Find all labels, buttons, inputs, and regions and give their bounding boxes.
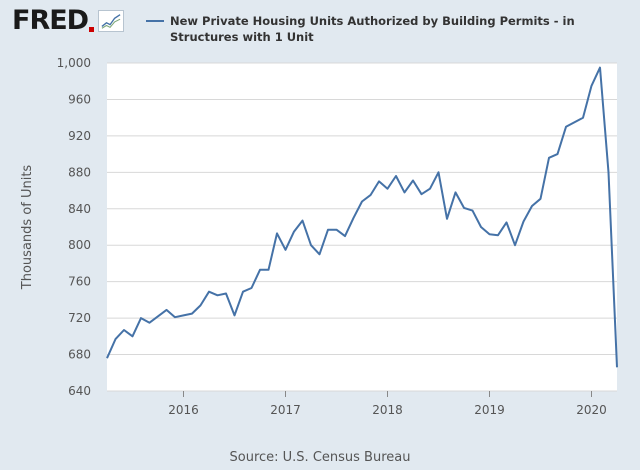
chart-header: FRED New Private Housing Units Authorize… [0,0,640,52]
series-line [106,66,618,368]
y-tick-label: 1,000 [57,56,91,70]
x-tick-label: 2016 [168,403,199,417]
y-tick-label: 920 [68,129,91,143]
y-tick-label: 800 [68,238,91,252]
x-tick-label: 2020 [576,403,607,417]
legend-swatch [146,20,164,22]
y-tick-label: 680 [68,348,91,362]
plot-area [107,63,617,391]
source-note: Source: U.S. Census Bureau [229,450,411,465]
y-tick-label: 880 [68,165,91,179]
chart-legend[interactable]: New Private Housing Units Authorized by … [146,13,616,45]
y-axis-ticks: 640 680 720 760 800 840 880 920 960 1,000 [57,56,91,398]
x-axis-ticks: 2016 2017 2018 2019 2020 [168,391,607,417]
legend-label: New Private Housing Units Authorized by … [170,14,575,44]
y-axis-label: Thousands of Units [20,165,35,291]
logo-dot [89,26,95,32]
y-tick-label: 840 [68,202,91,216]
x-tick-label: 2018 [372,403,403,417]
y-tick-label: 760 [68,275,91,289]
y-tick-label: 720 [68,311,91,325]
y-tick-label: 960 [68,92,91,106]
gridlines [107,62,617,392]
x-tick-label: 2019 [474,403,505,417]
mini-chart-icon [98,10,125,32]
fred-logo[interactable]: FRED [12,5,125,36]
fred-logo-text: FRED [12,5,89,36]
x-tick-label: 2017 [270,403,301,417]
y-tick-label: 640 [68,384,91,398]
